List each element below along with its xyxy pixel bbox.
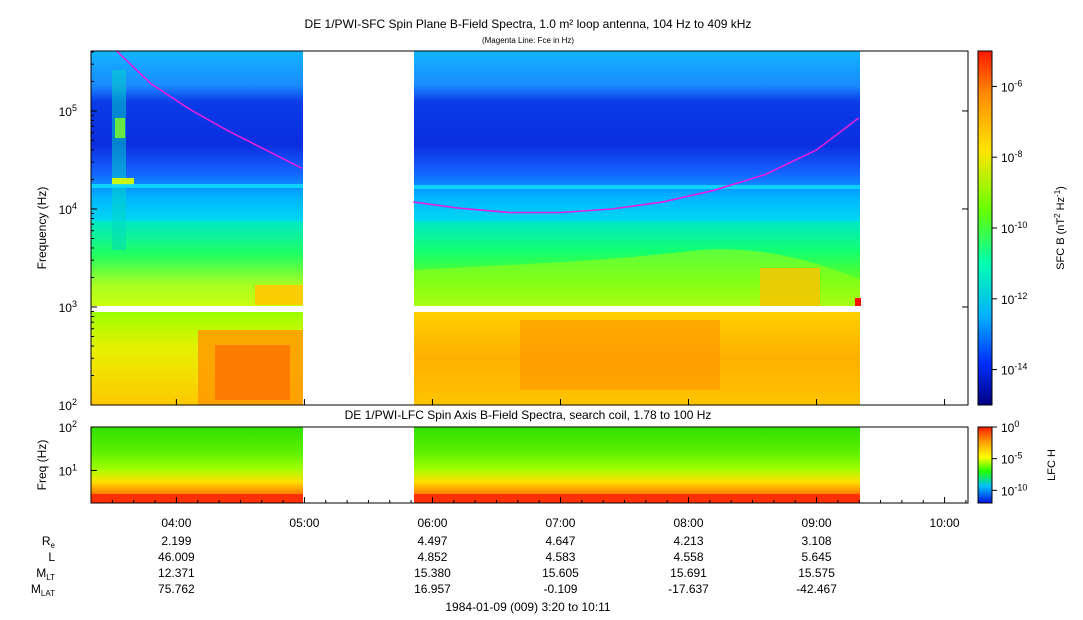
ephemeris-value: 75.762 [158,582,195,596]
lfc-colorbar-label: LFC H [1046,449,1058,481]
lfc-colorbar-tick-label: 10-10 [1001,482,1027,498]
time-tick-label: 04:00 [161,516,191,530]
sfc-colorbar-ticks: 10-6 10-8 10-10 10-12 10-14 [992,78,1027,378]
ephemeris-value: -0.109 [543,582,577,596]
sfc-block-left-high [91,51,303,221]
lfc-colorbar-tick-label: 10-5 [1001,451,1022,467]
lfc-colorbar-tick-label: 100 [1001,419,1019,435]
ephemeris-row-label: L [48,550,55,564]
lfc-ytick-label: 101 [59,462,77,478]
sfc-yticks: 102 103 104 105 [59,51,968,413]
lfc-block-right [414,427,860,503]
sfc-spectrogram [91,51,968,405]
sfc-ytick-label: 102 [59,397,77,413]
lfc-title: DE 1/PWI-LFC Spin Axis B-Field Spectra, … [345,408,712,422]
ephemeris-value: 4.558 [673,550,703,564]
time-range-footer: 1984-01-09 (009) 3:20 to 10:11 [445,600,611,614]
ephemeris-value: 5.645 [802,550,832,564]
sfc-colorbar-tick-label: 10-8 [1001,149,1022,165]
ephemeris-value: 46.009 [158,550,195,564]
sfc-right-burst [760,268,820,306]
sfc-colorbar-label: SFC B (nT2 Hz-1) [1053,186,1067,270]
fce-lines [115,51,860,214]
sfc-interference-line [91,184,303,188]
lfc-band-low [91,494,303,503]
sfc-ytick-label: 104 [59,201,77,217]
ephemeris-value: -17.637 [668,582,709,596]
lfc-data-gap [861,427,968,503]
sfc-left-streak-spot [112,178,134,186]
sfc-subtitle: (Magenta Line: Fce in Hz) [482,36,574,45]
sfc-title: DE 1/PWI-SFC Spin Plane B-Field Spectra,… [305,17,752,31]
sfc-data-gap [304,51,414,405]
ephemeris-value: 15.380 [414,566,451,580]
lfc-data-gap [304,427,414,503]
fce-line-segment [115,51,303,170]
ephemeris-table: Re 2.199 4.497 4.647 4.213 3.108 L 46.009 4.852 4… [31,534,837,598]
sfc-right-hot [520,320,720,390]
fce-line-segment [413,117,860,214]
lfc-spectrogram [91,427,968,503]
ephemeris-value: -42.467 [796,582,837,596]
sfc-band-gap [91,306,968,312]
time-tick-label: 06:00 [417,516,447,530]
ephemeris-value: 4.583 [545,550,575,564]
time-tick-label: 07:00 [545,516,575,530]
sfc-left-streak [112,70,126,250]
ephemeris-row-label: Re [42,534,56,550]
sfc-colorbar-tick-label: 10-6 [1001,78,1022,94]
ephemeris-value: 15.575 [798,566,835,580]
lfc-frame [90,426,969,504]
ephemeris-value: 15.691 [670,566,707,580]
sfc-ylabel: Frequency (Hz) [35,187,49,270]
ephemeris-row-label: MLT [36,566,55,582]
time-tick-label: 09:00 [802,516,832,530]
sfc-frame [90,50,969,406]
sfc-interference-line-right [414,185,860,189]
time-axis: 04:00 05:00 06:00 07:00 08:00 09:00 10:00 [111,399,967,530]
sfc-left-burst-core [215,345,290,400]
sfc-block-right-high [414,51,860,221]
sfc-ytick-label: 103 [59,299,77,315]
lfc-band-low-right [414,494,860,503]
ephemeris-value: 15.605 [542,566,579,580]
time-tick-label: 05:00 [289,516,319,530]
lfc-block-left [91,427,303,503]
ephemeris-value: 3.108 [802,534,832,548]
lfc-ytick-label: 102 [59,419,77,435]
ephemeris-value: 12.371 [158,566,195,580]
ephemeris-value: 4.852 [417,550,447,564]
time-tick-label: 08:00 [673,516,703,530]
ephemeris-value: 2.199 [161,534,191,548]
ephemeris-value: 16.957 [414,582,451,596]
ephemeris-row-label: MLAT [31,582,55,598]
sfc-right-midband [414,249,860,306]
ephemeris-value: 4.213 [673,534,703,548]
sfc-left-burst-top [255,285,303,305]
sfc-colorbar-tick-label: 10-14 [1001,362,1027,378]
ephemeris-value: 4.647 [545,534,575,548]
lfc-yticks: 101 102 [59,419,97,478]
sfc-colorbar-tick-label: 10-12 [1001,291,1027,307]
lfc-ylabel: Freq (Hz) [35,440,49,491]
time-tick-label: 10:00 [930,516,960,530]
ephemeris-value: 4.497 [417,534,447,548]
sfc-colorbar-tick-label: 10-10 [1001,220,1027,236]
sfc-data-gap [861,51,968,405]
sfc-ytick-label: 105 [59,103,77,119]
lfc-colorbar [977,426,993,504]
sfc-left-streak-hot [115,118,125,138]
sfc-right-edge-spot [855,298,861,306]
sfc-colorbar [977,50,993,406]
lfc-colorbar-ticks: 100 10-5 10-10 [992,419,1027,498]
